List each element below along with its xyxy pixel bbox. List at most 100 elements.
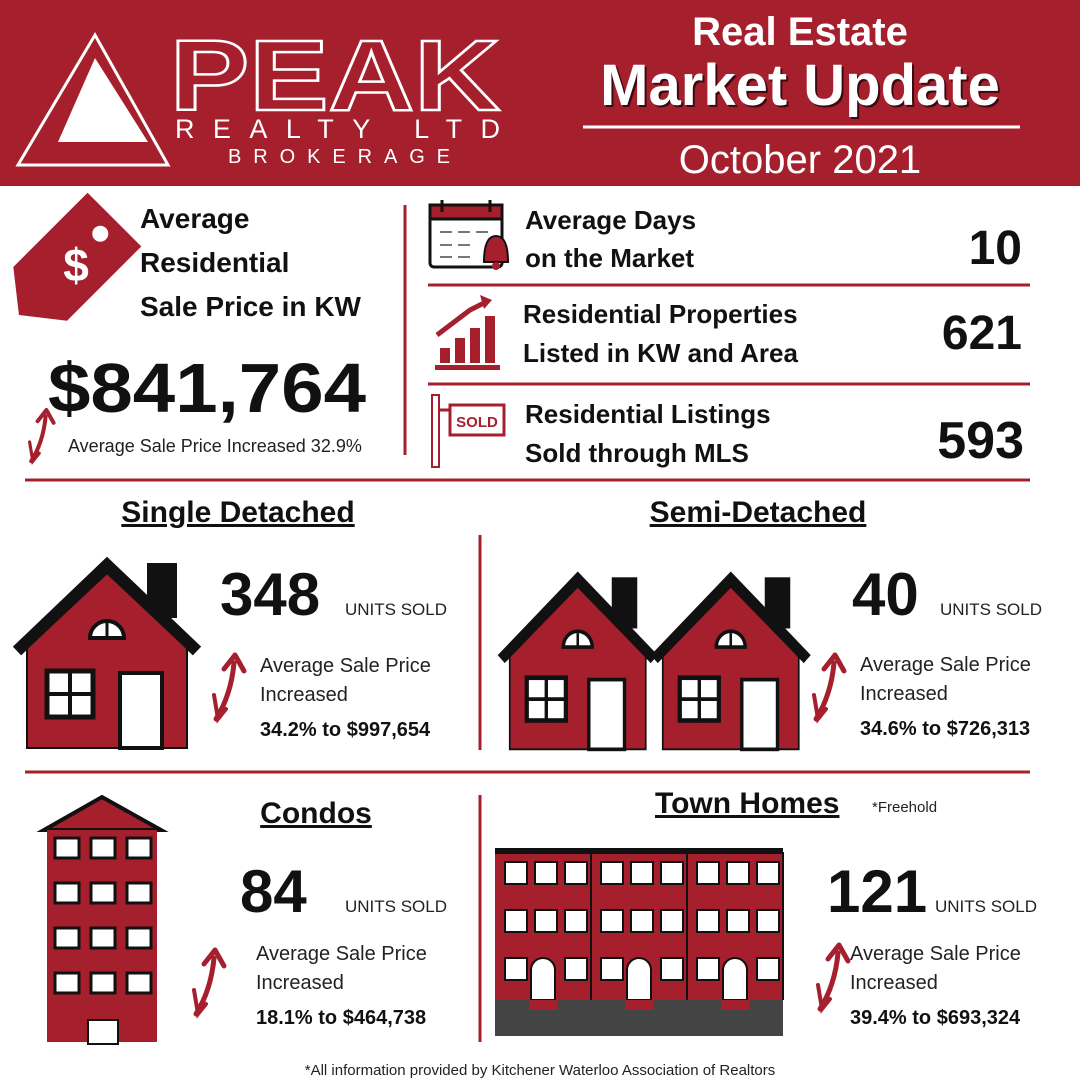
semi-house-icon	[501, 577, 654, 749]
stat-value: 621	[942, 307, 1022, 360]
logo-triangle-inner	[58, 58, 148, 142]
window	[630, 861, 654, 885]
sold-sign-icon	[431, 394, 506, 468]
change-label: Increased	[860, 683, 948, 705]
brand: PEAK	[170, 20, 500, 132]
price-label: Residential	[140, 247, 289, 278]
increase-arrow	[194, 950, 224, 1014]
change-label: Average Sale Price	[850, 943, 1021, 965]
window	[89, 881, 117, 905]
window	[564, 909, 588, 933]
increase-arrow	[814, 655, 844, 719]
header-band	[0, 0, 1080, 186]
stat-label: on the Market	[525, 243, 694, 273]
stat-label: Residential Properties	[523, 299, 798, 329]
increase-arrow	[30, 410, 54, 461]
segment-title: Semi-Detached	[650, 496, 867, 529]
window	[125, 881, 153, 905]
stat-label: Residential Listings	[525, 399, 771, 429]
window	[504, 909, 528, 933]
segment-title: Single Detached	[121, 496, 354, 529]
door	[530, 957, 556, 1001]
window	[756, 861, 780, 885]
steps	[625, 1000, 653, 1010]
title-shadow: Market Update	[602, 55, 1002, 120]
window	[534, 861, 558, 885]
window	[53, 926, 81, 950]
window	[89, 971, 117, 995]
units-value: 40	[852, 561, 919, 628]
increase-arrow	[214, 655, 244, 719]
window	[726, 909, 750, 933]
window	[630, 909, 654, 933]
price-tag-icon	[13, 192, 142, 321]
semi-house-icon	[654, 577, 807, 749]
window	[564, 957, 588, 981]
window	[125, 926, 153, 950]
window	[600, 957, 624, 981]
change-label: Increased	[256, 972, 344, 994]
window	[600, 909, 624, 933]
change-label: Increased	[850, 972, 938, 994]
stat-label: Average Days	[525, 205, 696, 235]
window	[696, 957, 720, 981]
price-note: Average Sale Price Increased 32.9%	[68, 436, 362, 456]
steps	[721, 1000, 749, 1010]
door	[722, 957, 748, 1001]
window	[53, 881, 81, 905]
stat-value: 10	[969, 222, 1022, 275]
change-label: Average Sale Price	[860, 654, 1031, 676]
units-label: UNITS SOLD	[940, 600, 1042, 619]
units-label: UNITS SOLD	[935, 897, 1037, 916]
brand-sub2: BROKERAGE	[228, 146, 450, 168]
change-detail: 34.2% to $997,654	[260, 719, 431, 741]
window	[564, 861, 588, 885]
price-label: Sale Price in KW	[140, 291, 362, 322]
window	[504, 957, 528, 981]
single-house-icon	[17, 563, 197, 748]
price-value: $841,764	[48, 349, 366, 427]
segment-title: Town Homes	[655, 787, 839, 820]
change-detail: 18.1% to $464,738	[256, 1007, 426, 1029]
change-label: Average Sale Price	[260, 655, 431, 677]
title-line2: Market Update	[600, 53, 1000, 118]
change-detail: 34.6% to $726,313	[860, 718, 1030, 740]
units-value: 348	[220, 561, 320, 628]
logo-triangle	[15, 31, 171, 167]
change-label: Increased	[260, 684, 348, 706]
stat-label: Sold through MLS	[525, 438, 749, 468]
window	[660, 957, 684, 981]
window	[696, 861, 720, 885]
window	[534, 909, 558, 933]
units-value: 84	[240, 858, 307, 925]
window	[696, 909, 720, 933]
calendar-icon	[428, 200, 510, 270]
segment-note: *Freehold	[872, 799, 937, 816]
units-label: UNITS SOLD	[345, 600, 447, 619]
townhome-icon	[495, 848, 784, 1036]
window	[756, 957, 780, 981]
price-label: Average	[140, 203, 249, 234]
stat-label: Listed in KW and Area	[523, 338, 798, 368]
window	[756, 909, 780, 933]
footer: *All information provided by Kitchener W…	[305, 1062, 776, 1079]
units-label: UNITS SOLD	[345, 897, 447, 916]
window	[53, 836, 81, 860]
steps	[529, 1000, 557, 1010]
change-label: Average Sale Price	[256, 943, 427, 965]
window	[125, 836, 153, 860]
sold-sign-text: SOLD	[456, 414, 498, 431]
increase-arrow	[818, 945, 848, 1009]
condo-icon	[36, 794, 169, 1045]
title-line1: Real Estate	[692, 10, 908, 54]
window	[660, 861, 684, 885]
window	[726, 861, 750, 885]
change-detail: 39.4% to $693,324	[850, 1007, 1021, 1029]
date: October 2021	[679, 138, 921, 182]
door	[626, 957, 652, 1001]
window	[89, 926, 117, 950]
units-value: 121	[827, 858, 927, 925]
window	[600, 861, 624, 885]
stat-value: 593	[937, 412, 1024, 470]
